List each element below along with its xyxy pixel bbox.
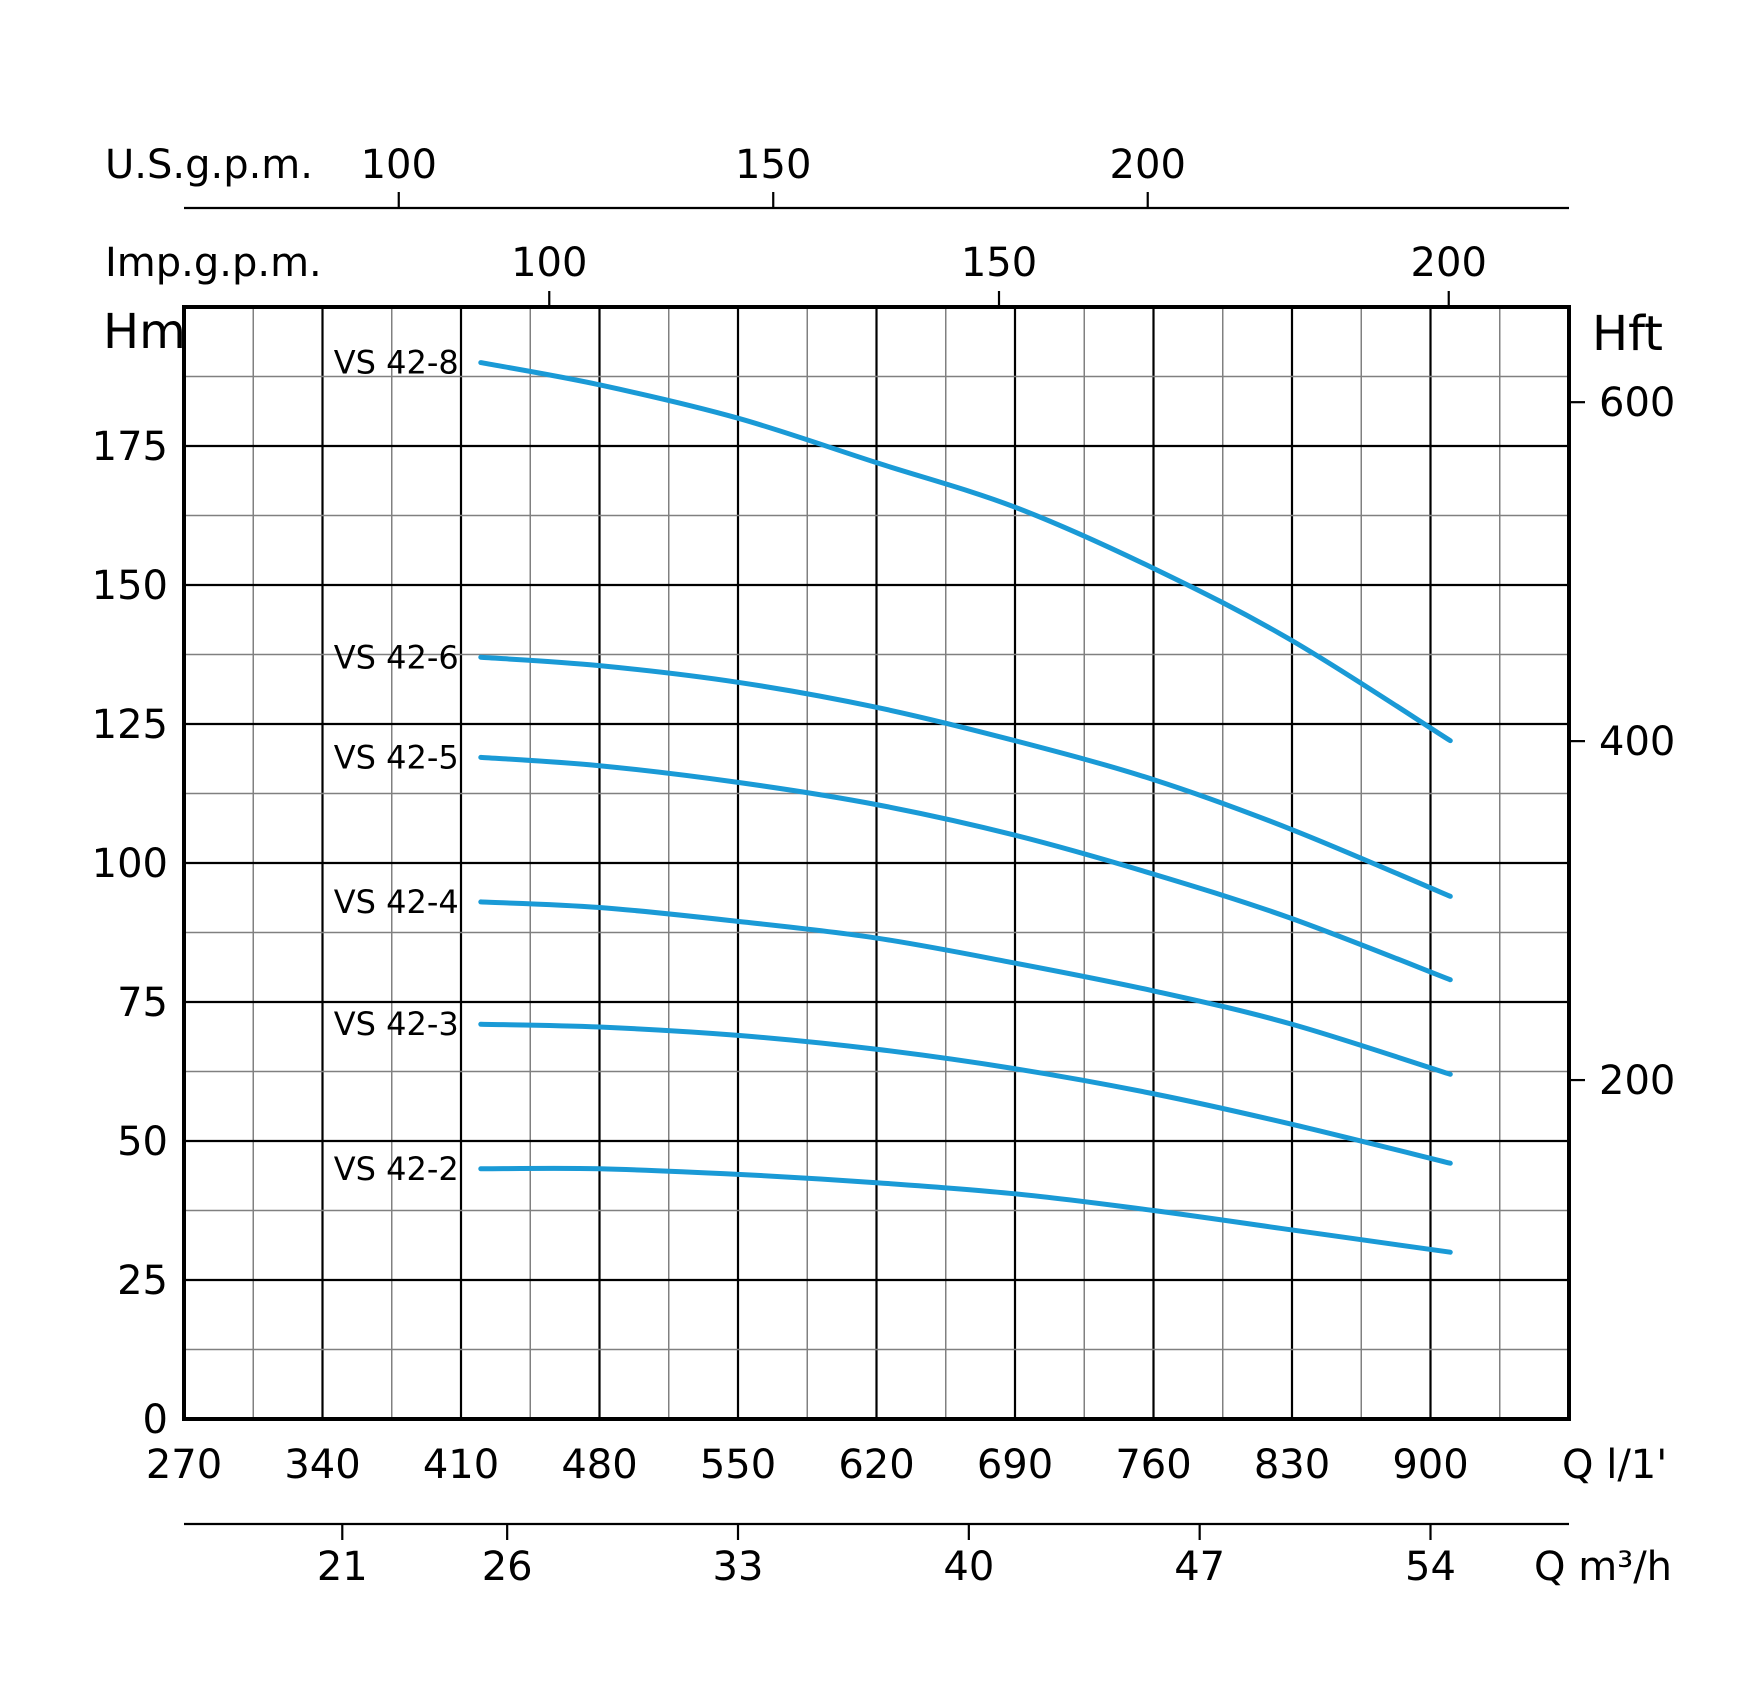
series-label-vs-42-5: VS 42-5 <box>334 738 459 776</box>
usgpm-tick-label: 200 <box>1110 142 1186 188</box>
x-tick-label: 410 <box>423 1442 499 1488</box>
y-left-tick-label: 25 <box>117 1258 168 1304</box>
m3h-tick-label: 33 <box>713 1544 764 1590</box>
impgpm-tick-label: 150 <box>961 240 1037 286</box>
y-right-ticks: 200 400 600 <box>1569 380 1675 1104</box>
x-tick-label: 760 <box>1115 1442 1191 1488</box>
plot-frame <box>182 305 1571 1421</box>
m3h-ticks: 21 26 33 40 47 54 <box>317 1524 1456 1590</box>
y-left-ticks: 0 25 50 75 100 125 150 175 <box>92 424 168 1443</box>
m3h-tick-label: 26 <box>482 1544 533 1590</box>
m3h-tick-label: 21 <box>317 1544 368 1590</box>
x-tick-label: 340 <box>284 1442 360 1488</box>
x-tick-label: 270 <box>146 1442 222 1488</box>
m3h-axis-label: Q m³/h <box>1534 1544 1672 1590</box>
usgpm-ticks: 100 150 200 <box>361 142 1186 208</box>
series-label-vs-42-3: VS 42-3 <box>334 1005 459 1043</box>
x-tick-label: 830 <box>1254 1442 1330 1488</box>
impgpm-axis-label: Imp.g.p.m. <box>105 240 322 286</box>
y-right-tick-label: 600 <box>1599 380 1675 426</box>
x-tick-label: 480 <box>561 1442 637 1488</box>
impgpm-tick-label: 200 <box>1411 240 1487 286</box>
impgpm-tick-label: 100 <box>511 240 587 286</box>
series-curve-vs-42-8 <box>478 360 1453 744</box>
series-label-vs-42-8: VS 42-8 <box>334 344 459 382</box>
y-right-axis-label: Hft <box>1592 306 1663 362</box>
series-curve-vs-42-6 <box>478 654 1453 899</box>
y-left-tick-label: 150 <box>92 563 168 609</box>
usgpm-tick-label: 100 <box>361 142 437 188</box>
x-tick-label: 690 <box>977 1442 1053 1488</box>
y-right-tick-label: 200 <box>1599 1058 1675 1104</box>
x-tick-label: 900 <box>1392 1442 1468 1488</box>
series-curve-vs-42-5 <box>478 754 1453 983</box>
x-ticks: 270 340 410 480 550 620 690 760 830 900 <box>146 1442 1469 1488</box>
curve-labels: VS 42-8 VS 42-6 VS 42-5 VS 42-4 VS 42-3 VS 42… <box>334 344 459 1188</box>
x-axis-label: Q l/1' <box>1562 1442 1667 1488</box>
series-curve-vs-42-3 <box>478 1021 1453 1166</box>
m3h-tick-label: 54 <box>1405 1544 1456 1590</box>
y-right-tick-label: 400 <box>1599 719 1675 765</box>
series-label-vs-42-4: VS 42-4 <box>334 883 459 921</box>
y-left-tick-label: 0 <box>143 1397 168 1443</box>
series-label-vs-42-6: VS 42-6 <box>334 638 459 676</box>
y-left-tick-label: 50 <box>117 1119 168 1165</box>
x-tick-label: 550 <box>700 1442 776 1488</box>
impgpm-ticks: 100 150 200 <box>511 240 1487 307</box>
grid <box>182 306 1570 1421</box>
y-left-tick-label: 175 <box>92 424 168 470</box>
series-label-vs-42-2: VS 42-2 <box>334 1150 459 1188</box>
usgpm-axis-label: U.S.g.p.m. <box>105 142 313 188</box>
y-left-axis-label: Hm <box>103 304 186 360</box>
y-left-tick-label: 75 <box>117 980 168 1026</box>
x-tick-label: 620 <box>838 1442 914 1488</box>
curves <box>478 360 1453 1255</box>
usgpm-tick-label: 150 <box>735 142 811 188</box>
m3h-tick-label: 47 <box>1174 1544 1225 1590</box>
m3h-tick-label: 40 <box>943 1544 994 1590</box>
series-curve-vs-42-4 <box>478 899 1453 1077</box>
series-curve-vs-42-2 <box>478 1165 1453 1255</box>
y-left-tick-label: 125 <box>92 702 168 748</box>
y-left-tick-label: 100 <box>92 841 168 887</box>
